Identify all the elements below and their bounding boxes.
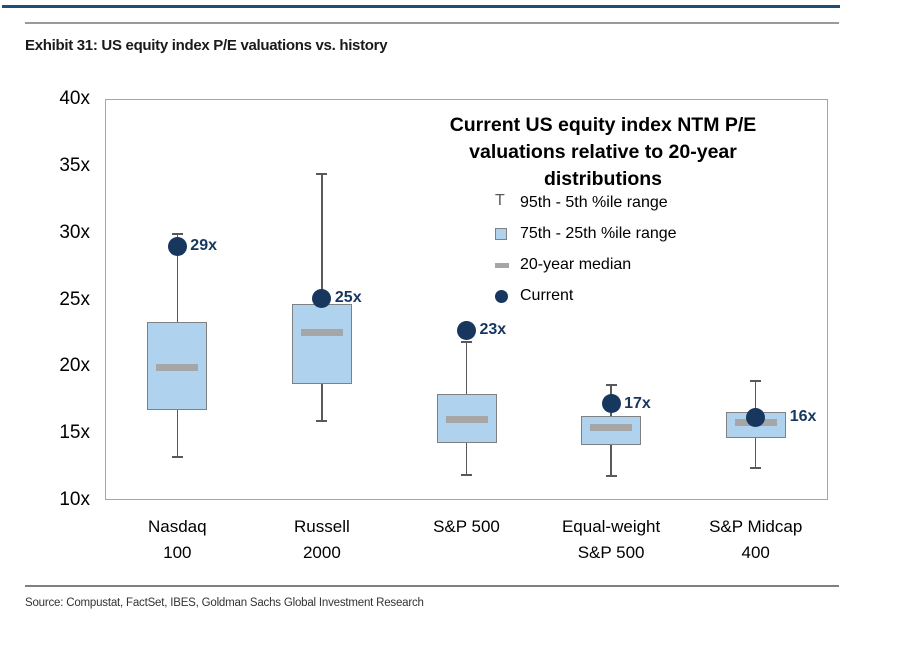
legend-label: 95th - 5th %ile range	[520, 194, 668, 211]
whisker-cap-high	[750, 380, 762, 383]
current-value-label: 25x	[334, 289, 362, 307]
boxplot-chart: 40x 35x 30x 25x 20x 15x 10x Nasdaq 100 Russell 200…	[59, 88, 831, 566]
legend-label: 20-year median	[520, 256, 632, 273]
median-bar	[156, 364, 199, 372]
median-bar	[300, 329, 343, 337]
footer-divider	[25, 585, 839, 587]
current-dot-icon	[495, 290, 508, 303]
whisker-cap-high	[605, 384, 617, 387]
current-dot	[746, 407, 766, 427]
whisker-cap-low	[750, 466, 762, 469]
current-value-label: 16x	[789, 408, 817, 426]
legend-row: 20-year median	[495, 255, 715, 275]
current-dot	[601, 394, 621, 414]
y-axis-tick-label: 35x	[59, 154, 90, 176]
whisker-cap-low	[316, 420, 328, 423]
x-axis-category-line: Equal-weight	[561, 517, 661, 536]
y-axis-tick-label: 40x	[59, 88, 90, 109]
whisker-cap-high	[171, 233, 183, 235]
x-axis-category-line: Nasdaq	[147, 517, 207, 536]
whisker-cap-high	[461, 341, 472, 344]
source-note: Source: Compustat, FactSet, IBES, Goldma…	[25, 597, 424, 609]
current-value-label: 29x	[190, 237, 217, 255]
whisker-range-icon: T	[495, 192, 505, 209]
x-axis-category-line: S&P Midcap	[709, 517, 803, 536]
current-dot	[312, 288, 332, 308]
header-divider	[25, 22, 839, 24]
x-axis-category-line: Russell	[294, 517, 350, 536]
x-axis-category-label: S&P Midcap 400	[681, 514, 831, 566]
chart-title-line: valuations relative to 20-year	[469, 141, 737, 163]
iqr-box	[291, 303, 352, 384]
y-axis-tick-label: 25x	[59, 288, 90, 310]
y-axis-tick-label: 15x	[59, 422, 90, 444]
x-axis-category-label: Equal-weight S&P 500	[536, 514, 686, 566]
x-axis-category-line: S&P 500	[577, 543, 645, 562]
median-dash-icon	[495, 263, 509, 268]
legend-label: 75th - 25th %ile range	[520, 225, 677, 242]
x-axis-category-label: Russell 2000	[247, 514, 397, 566]
legend-label: Current	[520, 287, 574, 304]
current-dot	[457, 320, 476, 340]
median-bar	[590, 424, 633, 432]
y-axis-tick-label: 20x	[59, 355, 90, 377]
y-axis-tick-label: 30x	[59, 221, 90, 243]
box-range-icon	[495, 228, 507, 240]
whisker-cap-high	[316, 172, 328, 175]
y-axis-tick-label: 10x	[59, 489, 90, 510]
x-axis-category-label: S&P 500	[392, 514, 542, 540]
current-value-label: 17x	[624, 394, 651, 412]
whisker-cap-low	[461, 473, 472, 476]
chart-title-line: distributions	[543, 168, 663, 190]
whisker-cap-low	[605, 474, 617, 477]
x-axis-category-line: S&P 500	[433, 517, 500, 536]
exhibit-title: Exhibit 31: US equity index P/E valuatio…	[25, 37, 388, 54]
top-accent-rule	[2, 5, 840, 8]
legend-row: 75th - 25th %ile range	[495, 224, 715, 244]
current-dot	[167, 236, 187, 256]
chart-title-line: Current US equity index NTM P/E	[449, 114, 757, 136]
x-axis-category-line: 100	[163, 543, 192, 562]
current-value-label: 23x	[479, 321, 507, 339]
x-axis-category-line: 2000	[302, 543, 341, 562]
legend-row: Current	[495, 286, 715, 306]
x-axis-category-label: Nasdaq 100	[102, 514, 252, 566]
whisker-cap-low	[171, 456, 183, 459]
median-bar	[445, 416, 488, 424]
legend-row: T 95th - 5th %ile range	[495, 192, 715, 213]
x-axis-category-line: 400	[741, 543, 770, 562]
